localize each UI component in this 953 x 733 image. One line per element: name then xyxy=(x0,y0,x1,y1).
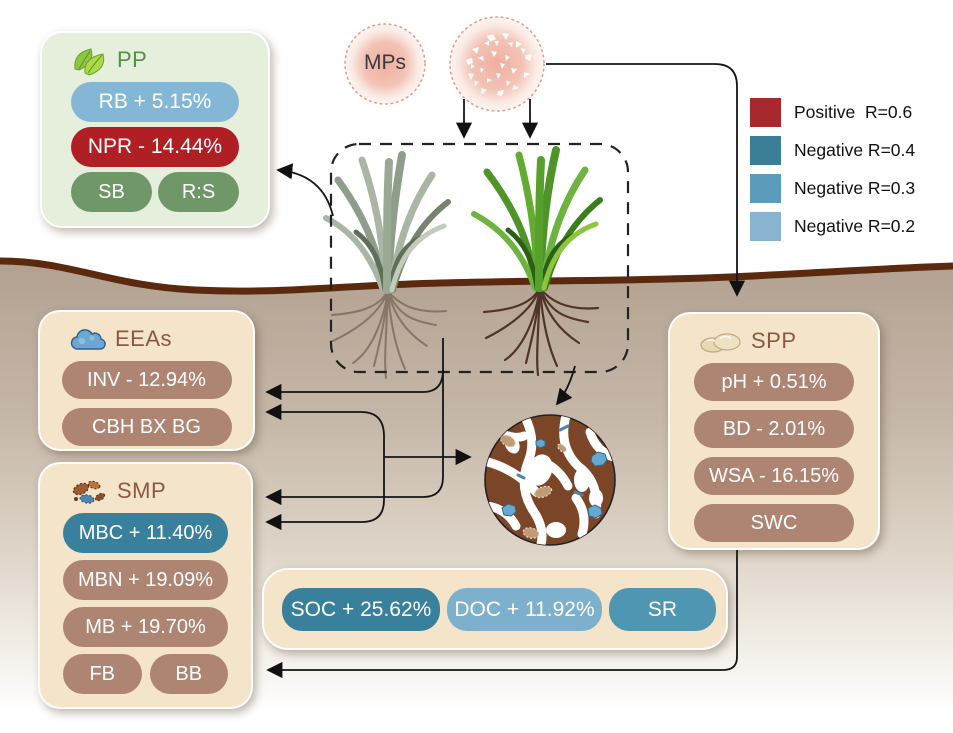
legend-row-negative-03: Negative R=0.3 xyxy=(750,174,915,203)
arrow-hub-to-smp xyxy=(265,436,385,531)
soil-aggregate-interior xyxy=(485,415,615,545)
spp-box-header: SPP xyxy=(670,314,878,363)
pp-box-header: PP xyxy=(42,33,268,82)
pill-rb: RB + 5.15% xyxy=(71,82,239,122)
smp-pill-row: FB BB xyxy=(63,654,228,694)
legend-label-negative-03: Negative R=0.3 xyxy=(794,178,916,198)
pp-box-title: PP xyxy=(117,47,148,72)
flow-arrows xyxy=(265,63,746,679)
pp-box: PP RB + 5.15% NPR - 14.44% SB R:S xyxy=(40,31,270,228)
eeas-box-title: EEAs xyxy=(115,326,173,351)
plastic-fragments xyxy=(466,33,532,96)
arrow-spp-to-smp xyxy=(266,550,738,679)
pill-ph: pH + 0.51% xyxy=(694,363,854,401)
mps-circle xyxy=(344,23,426,105)
leaf-icon xyxy=(74,48,105,76)
eeas-box-header: EEAs xyxy=(40,312,253,361)
legend-swatch-negative-04 xyxy=(750,136,781,165)
microbes-icon xyxy=(72,480,106,504)
arrow-plants-to-pp xyxy=(276,163,334,217)
mps-fragments-circle xyxy=(449,16,545,112)
pill-fb: FB xyxy=(63,654,142,694)
legend-swatch-positive xyxy=(750,98,781,127)
spp-box-title: SPP xyxy=(751,328,797,353)
pill-wsa: WSA - 16.15% xyxy=(694,457,854,495)
smp-box-title: SMP xyxy=(117,478,167,503)
arrow-roots-to-eeas xyxy=(265,369,444,401)
legend-label-negative-02: Negative R=0.2 xyxy=(794,216,916,236)
legend-swatch-negative-02 xyxy=(750,212,781,241)
legend-row-negative-04: Negative R=0.4 xyxy=(750,136,915,165)
mps-label: MPs xyxy=(364,51,406,74)
legend-swatch-negative-03 xyxy=(750,174,781,203)
pill-doc: DOC + 11.92% xyxy=(447,587,602,631)
pill-sb: SB xyxy=(71,172,152,212)
enzyme-cloud-icon xyxy=(70,329,106,350)
arrow-mps-to-spp xyxy=(546,63,746,297)
pill-inv: INV - 12.94% xyxy=(61,361,232,399)
pill-mbc: MBC + 11.40% xyxy=(63,513,228,553)
pill-mbn: MBN + 19.09% xyxy=(63,560,228,600)
pill-npr: NPR - 14.44% xyxy=(71,127,239,167)
pill-mb: MB + 19.70% xyxy=(63,607,228,647)
pp-pill-row: SB R:S xyxy=(71,172,239,212)
arrow-hub-to-eeas xyxy=(265,403,385,437)
smp-box-header: SMP xyxy=(40,464,251,513)
legend: Positive R=0.6 Negative R=0.4 Negative R… xyxy=(750,98,915,250)
pill-swc: SWC xyxy=(694,504,854,542)
arrow-roots-to-smp xyxy=(265,338,444,506)
plant-enclosure-dashed-box xyxy=(329,142,630,374)
arrow-plants-to-aggregate xyxy=(555,365,576,406)
legend-row-positive: Positive R=0.6 xyxy=(750,98,915,127)
left-plant-roots xyxy=(331,290,447,379)
eeas-box: EEAs INV - 12.94% CBH BX BG xyxy=(38,310,255,451)
legend-row-negative-02: Negative R=0.2 xyxy=(750,212,915,241)
smp-box: SMP MBC + 11.40% MBN + 19.09% MB + 19.70… xyxy=(38,462,253,709)
soil-surface-line xyxy=(0,257,953,295)
right-plant-roots xyxy=(482,286,600,377)
soc-box: SOC + 25.62% DOC + 11.92% SR xyxy=(262,568,728,650)
right-plant-green xyxy=(471,146,603,292)
spp-box: SPP pH + 0.51% BD - 2.01% WSA - 16.15% S… xyxy=(668,312,880,550)
pill-bb: BB xyxy=(149,654,228,694)
pill-bd: BD - 2.01% xyxy=(694,410,854,448)
pill-soc: SOC + 25.62% xyxy=(282,587,440,631)
pill-sr: SR xyxy=(609,587,716,631)
pill-rs: R:S xyxy=(158,172,239,212)
legend-label-negative-04: Negative R=0.4 xyxy=(794,140,916,160)
left-plant-gray xyxy=(323,151,451,294)
stones-icon xyxy=(700,333,741,353)
pill-cbh: CBH BX BG xyxy=(61,408,232,446)
legend-label-positive: Positive R=0.6 xyxy=(794,102,913,122)
